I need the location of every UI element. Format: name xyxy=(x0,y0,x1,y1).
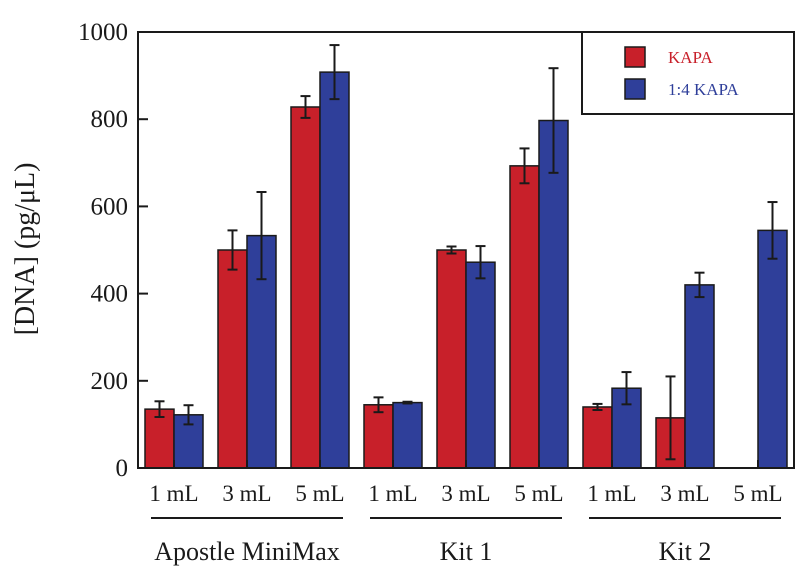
plot-frame xyxy=(137,31,795,469)
y-tick-label: 1000 xyxy=(78,19,128,46)
bar xyxy=(217,249,248,469)
y-axis-label: [DNA] (pg/μL) xyxy=(10,163,41,336)
x-tick-label: 3 mL xyxy=(660,481,709,506)
bar xyxy=(290,106,321,469)
group-label: Apostle MiniMax xyxy=(154,537,340,566)
x-tick-label: 3 mL xyxy=(441,481,490,506)
bar xyxy=(509,165,540,469)
x-tick-label: 3 mL xyxy=(222,481,271,506)
legend-swatch-kapa-1-4 xyxy=(624,78,646,100)
y-tick-label: 0 xyxy=(116,455,129,482)
plot-area: 0 200 400 600 800 1000 1 mL 3 mL 5 mL 1 mL 3 mL 5 m… xyxy=(78,19,788,566)
group-label: Kit 1 xyxy=(440,537,493,566)
bar xyxy=(582,406,613,469)
group-label: Kit 2 xyxy=(659,537,712,566)
y-tick-label: 600 xyxy=(91,193,129,220)
bar xyxy=(757,229,788,469)
x-tick-label: 1 mL xyxy=(368,481,417,506)
x-tick-label: 1 mL xyxy=(149,481,198,506)
bar xyxy=(436,249,467,469)
legend-label-kapa-1-4: 1:4 KAPA xyxy=(668,80,739,99)
bar xyxy=(465,261,496,469)
y-tick-label: 200 xyxy=(91,368,129,395)
bar xyxy=(363,404,394,469)
bar xyxy=(319,71,350,469)
y-tick-label: 400 xyxy=(91,281,129,308)
y-tick-label: 800 xyxy=(91,106,129,133)
x-tick-label: 5 mL xyxy=(295,481,344,506)
x-tick-label: 1 mL xyxy=(587,481,636,506)
legend-label-kapa: KAPA xyxy=(668,48,713,67)
legend-box xyxy=(581,31,795,115)
x-tick-label: 5 mL xyxy=(733,481,782,506)
legend-swatch-kapa xyxy=(624,46,646,68)
bar xyxy=(392,401,423,469)
bar xyxy=(684,284,715,469)
x-tick-label: 5 mL xyxy=(514,481,563,506)
bar xyxy=(538,119,569,469)
legend: KAPA 1:4 KAPA xyxy=(581,31,795,115)
